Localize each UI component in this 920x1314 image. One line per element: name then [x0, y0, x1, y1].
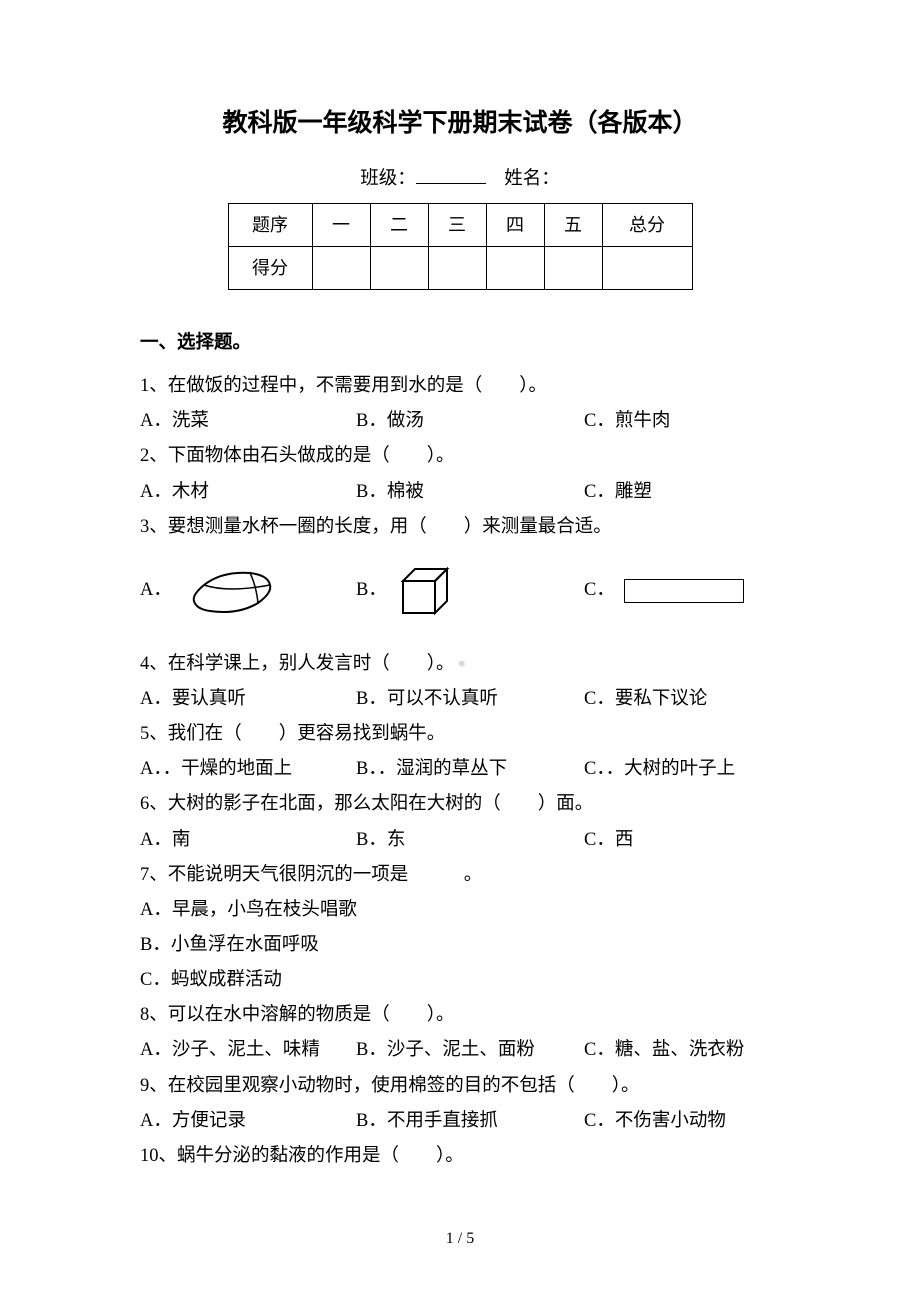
q1-opt-c: C．煎牛肉 [584, 404, 780, 439]
td-blank [486, 246, 544, 289]
th-total: 总分 [602, 203, 692, 246]
q5-opt-c: C．．大树的叶子上 [584, 752, 780, 787]
q3-a-label: A． [140, 573, 172, 608]
q3-b-label: B． [356, 573, 387, 608]
q4-stem-text: 4、在科学课上，别人发言时（ ）。 [140, 654, 455, 674]
q3-c-label: C． [584, 573, 615, 608]
q4-options: A．要认真听 B．可以不认真听 C．要私下议论 [140, 682, 780, 717]
q8-opt-b: B．沙子、泥土、面粉 [356, 1033, 584, 1068]
q4-opt-a: A．要认真听 [140, 682, 356, 717]
th-5: 五 [544, 203, 602, 246]
q3-options: A． B． C． [140, 563, 780, 619]
header-line: 班级： 姓名： [140, 162, 780, 197]
q7-opt-a: A．早晨，小鸟在枝头唱歌 [140, 893, 780, 928]
name-label: 姓名： [504, 169, 560, 189]
th-seq: 题序 [228, 203, 312, 246]
q3-opt-b: B． [356, 563, 584, 619]
q6-opt-a: A．南 [140, 823, 356, 858]
table-row: 题序 一 二 三 四 五 总分 [228, 203, 692, 246]
q8-opt-a: A．沙子、泥土、味精 [140, 1033, 356, 1068]
q4-opt-c: C．要私下议论 [584, 682, 780, 717]
q5-opt-b: B．．湿润的草丛下 [356, 752, 584, 787]
q6-opt-b: B．东 [356, 823, 584, 858]
class-label: 班级： [360, 169, 416, 189]
td-blank [312, 246, 370, 289]
q6-options: A．南 B．东 C．西 [140, 823, 780, 858]
score-table: 题序 一 二 三 四 五 总分 得分 [228, 203, 693, 290]
q2-options: A．木材 B．棉被 C．雕塑 [140, 475, 780, 510]
q9-opt-a: A．方便记录 [140, 1104, 356, 1139]
q1-options: A．洗菜 B．做汤 C．煎牛肉 [140, 404, 780, 439]
q7-stem: 7、不能说明天气很阴沉的一项是 。 [140, 858, 780, 893]
page-title: 教科版一年级科学下册期末试卷（各版本） [140, 100, 780, 148]
q10-stem: 10、蜗牛分泌的黏液的作用是（ ）。 [140, 1139, 780, 1174]
q5-opt-a: A．．干燥的地面上 [140, 752, 356, 787]
q1-opt-b: B．做汤 [356, 404, 584, 439]
class-blank [416, 165, 486, 184]
td-blank [428, 246, 486, 289]
cube-icon [397, 563, 453, 619]
q2-stem: 2、下面物体由石头做成的是（ ）。 [140, 439, 780, 474]
q8-options: A．沙子、泥土、味精 B．沙子、泥土、面粉 C．糖、盐、洗衣粉 [140, 1033, 780, 1068]
q5-stem: 5、我们在（ ）更容易找到蜗牛。 [140, 717, 780, 752]
q9-opt-b: B．不用手直接抓 [356, 1104, 584, 1139]
th-4: 四 [486, 203, 544, 246]
td-score-label: 得分 [228, 246, 312, 289]
q7-opt-b: B．小鱼浮在水面呼吸 [140, 928, 780, 963]
q8-stem: 8、可以在水中溶解的物质是（ ）。 [140, 998, 780, 1033]
table-row: 得分 [228, 246, 692, 289]
q1-opt-a: A．洗菜 [140, 404, 356, 439]
eraser-icon [182, 565, 282, 617]
th-1: 一 [312, 203, 370, 246]
q9-opt-c: C．不伤害小动物 [584, 1104, 780, 1139]
q3-opt-c: C． [584, 573, 780, 608]
q9-stem: 9、在校园里观察小动物时，使用棉签的目的不包括（ ）。 [140, 1069, 780, 1104]
q2-opt-b: B．棉被 [356, 475, 584, 510]
th-3: 三 [428, 203, 486, 246]
q2-opt-a: A．木材 [140, 475, 356, 510]
q6-opt-c: C．西 [584, 823, 780, 858]
q3-opt-a: A． [140, 565, 356, 617]
td-blank [370, 246, 428, 289]
td-blank [544, 246, 602, 289]
q3-stem: 3、要想测量水杯一圈的长度，用（ ）来测量最合适。 [140, 510, 780, 545]
q7-opt-c: C．蚂蚁成群活动 [140, 963, 780, 998]
td-blank [602, 246, 692, 289]
section-heading: 一、选择题。 [140, 324, 780, 359]
q4-opt-b: B．可以不认真听 [356, 682, 584, 717]
q5-options: A．．干燥的地面上 B．．湿润的草丛下 C．．大树的叶子上 [140, 752, 780, 787]
page-footer: 1 / 5 [140, 1224, 780, 1254]
q6-stem: 6、大树的影子在北面，那么太阳在大树的（ ）面。 [140, 787, 780, 822]
q1-stem: 1、在做饭的过程中，不需要用到水的是（ ）。 [140, 369, 780, 404]
th-2: 二 [370, 203, 428, 246]
q9-options: A．方便记录 B．不用手直接抓 C．不伤害小动物 [140, 1104, 780, 1139]
ruler-icon [624, 579, 744, 603]
q4-stem: 4、在科学课上，别人发言时（ ）。 ■ [140, 647, 780, 682]
q2-opt-c: C．雕塑 [584, 475, 780, 510]
q8-opt-c: C．糖、盐、洗衣粉 [584, 1033, 780, 1068]
watermark-icon: ■ [459, 658, 466, 670]
